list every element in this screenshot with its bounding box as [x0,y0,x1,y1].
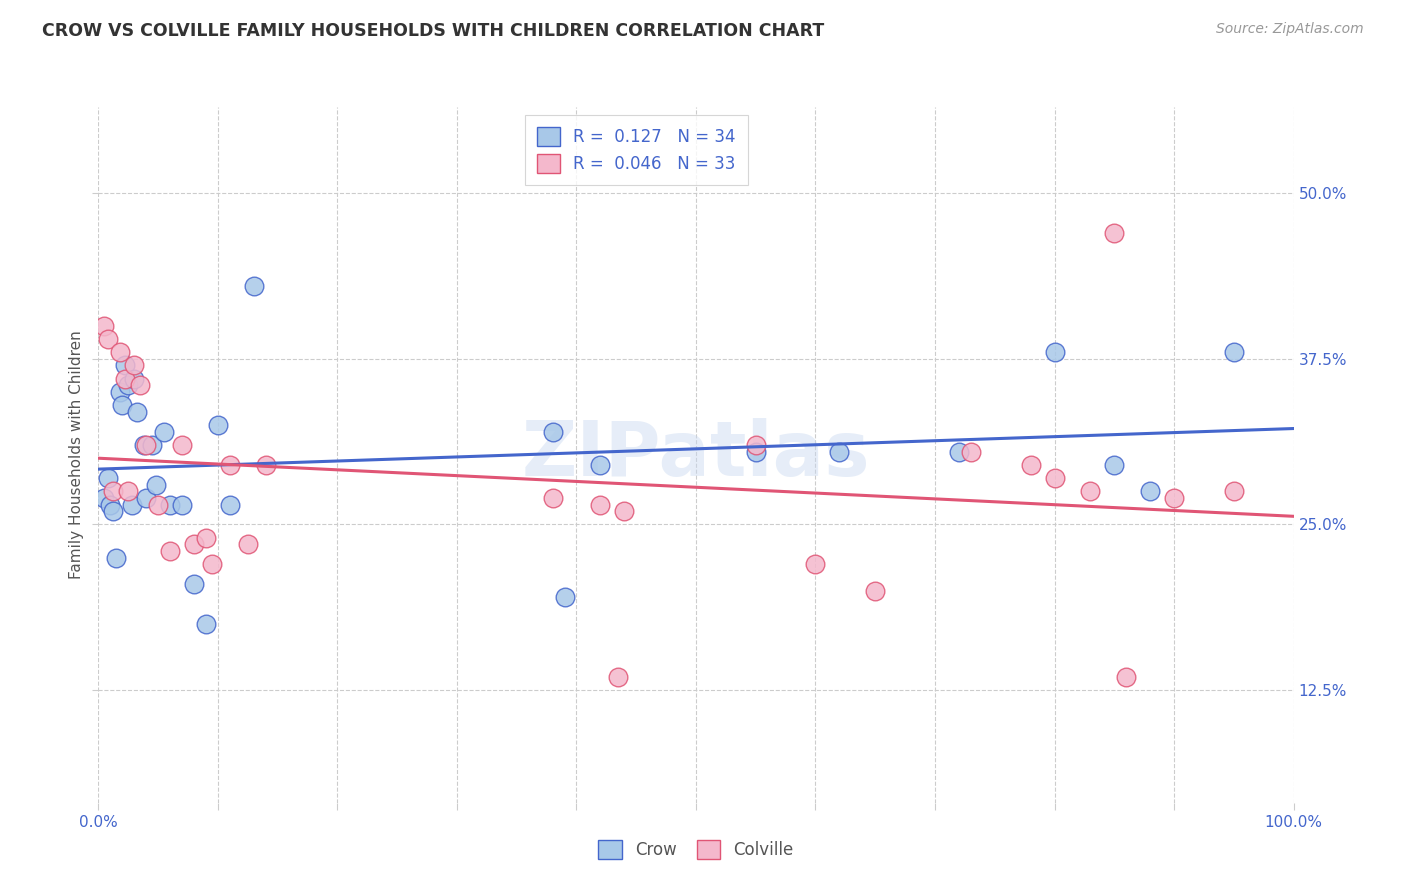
Point [183,537,205,551]
Point [132,438,155,452]
Point [117,484,139,499]
Point [1139,484,1161,499]
Point [607,670,630,684]
Point [101,484,124,499]
Point [93,318,115,333]
Point [98,498,122,512]
Point [863,583,887,598]
Point [613,504,636,518]
Point [959,444,981,458]
Point [172,438,194,452]
Point [207,418,229,433]
Point [108,384,131,399]
Text: CROW VS COLVILLE FAMILY HOUSEHOLDS WITH CHILDREN CORRELATION CHART: CROW VS COLVILLE FAMILY HOUSEHOLDS WITH … [42,22,824,40]
Point [124,359,146,373]
Point [1080,484,1102,499]
Point [194,616,218,631]
Point [108,345,131,359]
Point [1102,226,1125,240]
Point [105,550,128,565]
Point [135,438,157,452]
Point [219,498,242,512]
Point [828,444,851,458]
Point [554,591,576,605]
Point [125,405,148,419]
Point [97,332,120,346]
Point [1222,345,1246,359]
Text: ZIPatlas: ZIPatlas [522,418,870,491]
Point [172,498,194,512]
Point [114,359,136,373]
Point [1222,484,1246,499]
Point [135,491,157,505]
Point [194,531,218,545]
Point [121,498,143,512]
Point [804,558,827,572]
Point [1115,670,1137,684]
Point [201,558,224,572]
Point [141,438,163,452]
Point [117,378,139,392]
Point [1019,458,1042,472]
Point [145,477,167,491]
Point [159,544,181,558]
Point [219,458,242,472]
Point [948,444,970,458]
Point [114,372,136,386]
Point [541,425,564,439]
Point [745,444,768,458]
Point [101,504,124,518]
Point [541,491,564,505]
Point [254,458,277,472]
Point [745,438,768,452]
Point [1163,491,1185,505]
Point [1102,458,1125,472]
Y-axis label: Family Households with Children: Family Households with Children [69,331,84,579]
Point [97,471,120,485]
Point [124,372,146,386]
Point [243,279,266,293]
Point [148,498,170,512]
Point [183,577,205,591]
Point [589,458,612,472]
Point [236,537,259,551]
Point [129,378,152,392]
Legend: Crow, Colville: Crow, Colville [586,829,806,871]
Point [111,398,134,412]
Point [589,498,612,512]
Point [1043,471,1066,485]
Text: Source: ZipAtlas.com: Source: ZipAtlas.com [1216,22,1364,37]
Point [1043,345,1066,359]
Point [153,425,176,439]
Point [93,491,115,505]
Point [159,498,181,512]
